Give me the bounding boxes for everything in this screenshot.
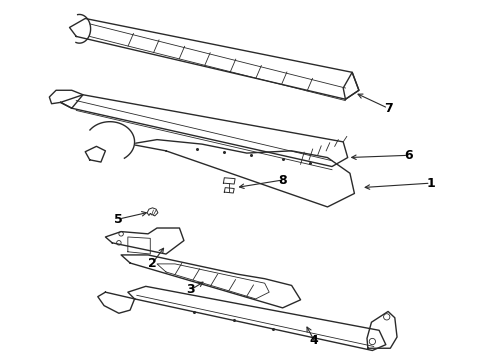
Polygon shape — [121, 255, 300, 308]
Polygon shape — [366, 311, 396, 348]
Polygon shape — [90, 122, 134, 158]
Text: 1: 1 — [426, 177, 434, 190]
Text: 4: 4 — [309, 334, 318, 347]
Polygon shape — [98, 292, 134, 313]
Text: 6: 6 — [403, 149, 412, 162]
Polygon shape — [343, 72, 358, 99]
Polygon shape — [147, 208, 158, 216]
Polygon shape — [223, 178, 235, 184]
Polygon shape — [127, 237, 150, 254]
Polygon shape — [224, 188, 234, 193]
Text: 2: 2 — [148, 257, 157, 270]
Text: 5: 5 — [114, 212, 123, 225]
Polygon shape — [85, 147, 105, 162]
Polygon shape — [69, 18, 358, 99]
Polygon shape — [127, 286, 385, 351]
Polygon shape — [157, 264, 268, 299]
Text: 3: 3 — [186, 283, 195, 296]
Polygon shape — [130, 140, 354, 207]
Polygon shape — [49, 90, 83, 108]
Text: 8: 8 — [278, 174, 286, 186]
Polygon shape — [105, 228, 183, 254]
Polygon shape — [61, 95, 347, 167]
Text: 7: 7 — [383, 102, 392, 115]
